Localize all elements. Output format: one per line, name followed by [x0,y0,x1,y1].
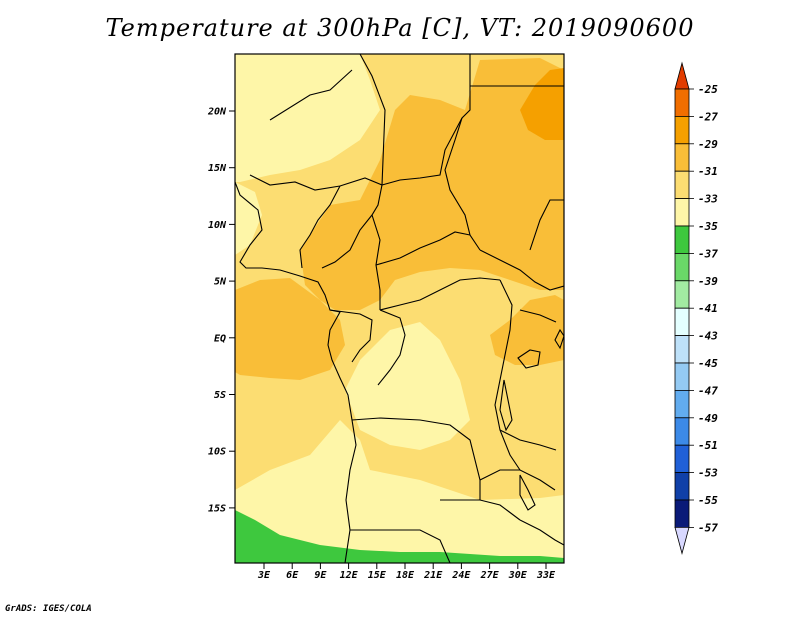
legend-swatch [674,170,690,199]
lon-label: 3E [257,570,271,581]
lat-label: 10N [208,220,227,231]
legend-swatch [674,335,690,364]
legend-label: -57 [698,521,718,534]
temp-region-east-orange [490,295,564,365]
lat-label: 15S [208,503,226,514]
legend-swatch [674,225,690,254]
legend-label: -35 [698,220,718,233]
legend-label: -41 [698,302,718,315]
lon-label: 18E [396,570,415,581]
legend-swatch [674,280,690,309]
legend-swatch [674,307,690,337]
lat-label: 15N [208,163,227,174]
legend-label: -29 [698,138,718,151]
map-title: Temperature at 300hPa [C], VT: 201909060… [105,14,695,42]
legend-label: -47 [698,384,718,397]
lake-outlines [499,328,564,511]
lat-label: EQ [214,333,226,344]
legend-label: -51 [698,439,718,452]
lon-label: 9E [314,570,327,581]
lon-label: 24E [451,570,471,581]
lon-label: 15E [368,570,387,581]
map-frame [234,53,565,564]
latitude-axis: 20N 15N 10N 5N EQ 5S 10S 15S [207,107,235,514]
legend-swatch [674,444,690,474]
lon-label: 12E [340,570,359,581]
legend-swatch [674,116,690,145]
legend-swatch [674,362,690,391]
legend-label: -43 [698,330,718,343]
legend-label: -45 [698,357,718,370]
lon-label: 27E [480,570,500,581]
temp-region-south-light [235,420,564,563]
legend-label: -53 [698,467,718,480]
legend-label: -25 [698,83,718,96]
legend-top-triangle [674,61,690,90]
legend-swatch [674,88,690,117]
legend-swatch [674,389,690,419]
legend-label: -55 [698,494,718,507]
lat-label: 20N [207,107,227,118]
legend-swatch [674,499,690,528]
legend-label: -31 [698,165,718,178]
legend-label: -39 [698,275,718,288]
lon-label: 30E [508,570,528,581]
legend-swatch [674,143,690,172]
temp-region-sahel-orange [300,58,564,310]
temp-region-west-light [235,182,262,255]
lon-label: 21E [423,570,443,581]
lon-label: 33E [536,570,556,581]
map-panel [235,54,564,563]
legend-label: -27 [698,110,718,123]
lon-label: 6E [286,570,299,581]
legend-swatch [674,252,690,282]
legend-label: -49 [698,412,718,425]
temp-region-north-light [235,54,380,182]
color-legend: -25 -27 -29 -31 -33 -35 -37 -39 -41 -43 -45 -47 -49 -… [674,61,718,555]
legend-bottom-triangle [674,527,690,555]
lat-label: 10S [208,447,226,458]
grads-credit: GrADS: IGES/COLA [5,604,92,614]
legend-swatch [674,417,690,446]
temp-region-sw-green [235,510,564,563]
boundary-lines [235,54,564,563]
lat-label: 5N [214,277,227,288]
lat-label: 5S [214,390,226,401]
legend-label: -37 [698,247,718,260]
temp-region-west-orange [235,278,345,380]
longitude-axis: 3E 6E 9E 12E 15E 18E 21E 24E 27E 30E 33E [257,563,556,581]
legend-label: -33 [698,193,718,206]
legend-swatch [674,198,690,227]
legend-swatch [674,472,690,501]
